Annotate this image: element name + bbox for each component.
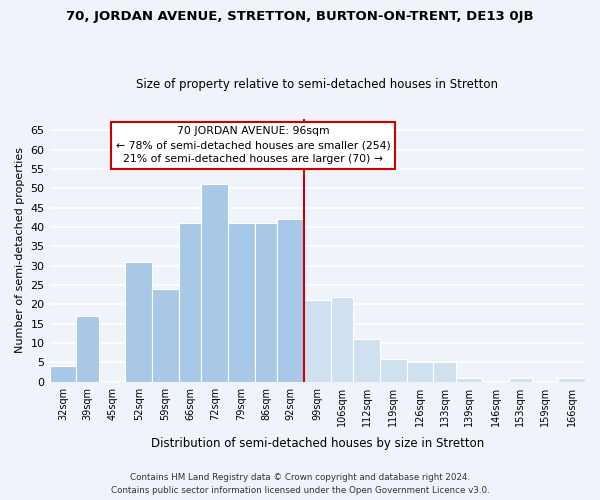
Bar [380,358,407,382]
Bar [277,219,304,382]
Bar [331,296,353,382]
Bar [228,223,254,382]
X-axis label: Distribution of semi-detached houses by size in Stretton: Distribution of semi-detached houses by … [151,437,484,450]
Bar [407,362,433,382]
Text: 70 JORDAN AVENUE: 96sqm
← 78% of semi-detached houses are smaller (254)
21% of s: 70 JORDAN AVENUE: 96sqm ← 78% of semi-de… [116,126,391,164]
Bar [304,300,331,382]
Text: 70, JORDAN AVENUE, STRETTON, BURTON-ON-TRENT, DE13 0JB: 70, JORDAN AVENUE, STRETTON, BURTON-ON-T… [66,10,534,23]
Bar [76,316,99,382]
Bar [433,362,456,382]
Bar [254,223,277,382]
Bar [50,366,76,382]
Bar [152,289,179,382]
Bar [179,223,202,382]
Title: Size of property relative to semi-detached houses in Stretton: Size of property relative to semi-detach… [136,78,498,91]
Bar [353,339,380,382]
Bar [559,378,585,382]
Text: Contains HM Land Registry data © Crown copyright and database right 2024.
Contai: Contains HM Land Registry data © Crown c… [110,474,490,495]
Bar [456,378,482,382]
Bar [125,262,152,382]
Y-axis label: Number of semi-detached properties: Number of semi-detached properties [15,147,25,353]
Bar [509,378,532,382]
Bar [202,184,228,382]
